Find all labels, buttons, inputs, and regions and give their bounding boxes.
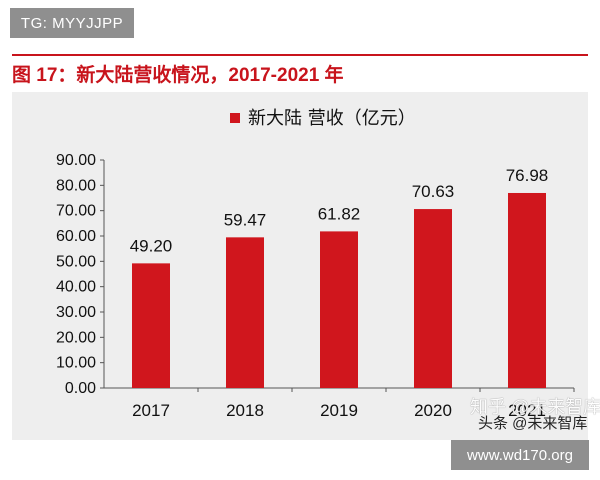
y-tick-label: 80.00	[56, 177, 96, 194]
y-tick-label: 10.00	[56, 355, 96, 372]
y-tick-label: 30.00	[56, 304, 96, 321]
bar	[414, 209, 452, 388]
zhihu-watermark: 知乎 @未来智库	[470, 397, 600, 417]
y-tick-label: 60.00	[56, 228, 96, 245]
y-tick-label: 70.00	[56, 203, 96, 220]
data-label: 49.20	[130, 236, 173, 255]
x-tick-label: 2018	[226, 401, 264, 420]
chart-area: 新大陆 营收（亿元） 0.00 10.00 20.00 30.00 40.00 50.00 6…	[12, 92, 588, 440]
x-tick-label: 2019	[320, 401, 358, 420]
bar	[226, 237, 264, 388]
data-label: 70.63	[412, 182, 455, 201]
y-tick-label: 20.00	[56, 329, 96, 346]
y-tick-label: 90.00	[56, 152, 96, 169]
source-tag: TG: MYYJJPP	[10, 8, 134, 38]
bar	[320, 231, 358, 388]
y-tick-label: 0.00	[65, 380, 96, 397]
revenue-bar-chart: 新大陆 营收（亿元） 0.00 10.00 20.00 30.00 40.00 50.00 6…	[56, 108, 575, 420]
website-tag: www.wd170.org	[451, 440, 589, 470]
bar	[132, 263, 170, 388]
toutiao-watermark: 头条 @未来智库	[478, 415, 588, 432]
bar	[508, 192, 546, 388]
legend-swatch	[230, 113, 240, 123]
figure-title: 图 17：新大陆营收情况，2017-2021 年	[12, 65, 344, 86]
legend-label: 新大陆 营收（亿元）	[248, 108, 416, 129]
x-tick-label: 2017	[132, 401, 170, 420]
y-tick-label: 50.00	[56, 253, 96, 270]
x-tick-label: 2021	[508, 401, 546, 420]
data-label: 76.98	[506, 166, 549, 185]
data-label: 59.47	[224, 210, 267, 229]
data-label: 61.82	[318, 204, 361, 223]
title-rule	[12, 54, 588, 56]
x-tick-label: 2020	[414, 401, 452, 420]
y-tick-label: 40.00	[56, 279, 96, 296]
